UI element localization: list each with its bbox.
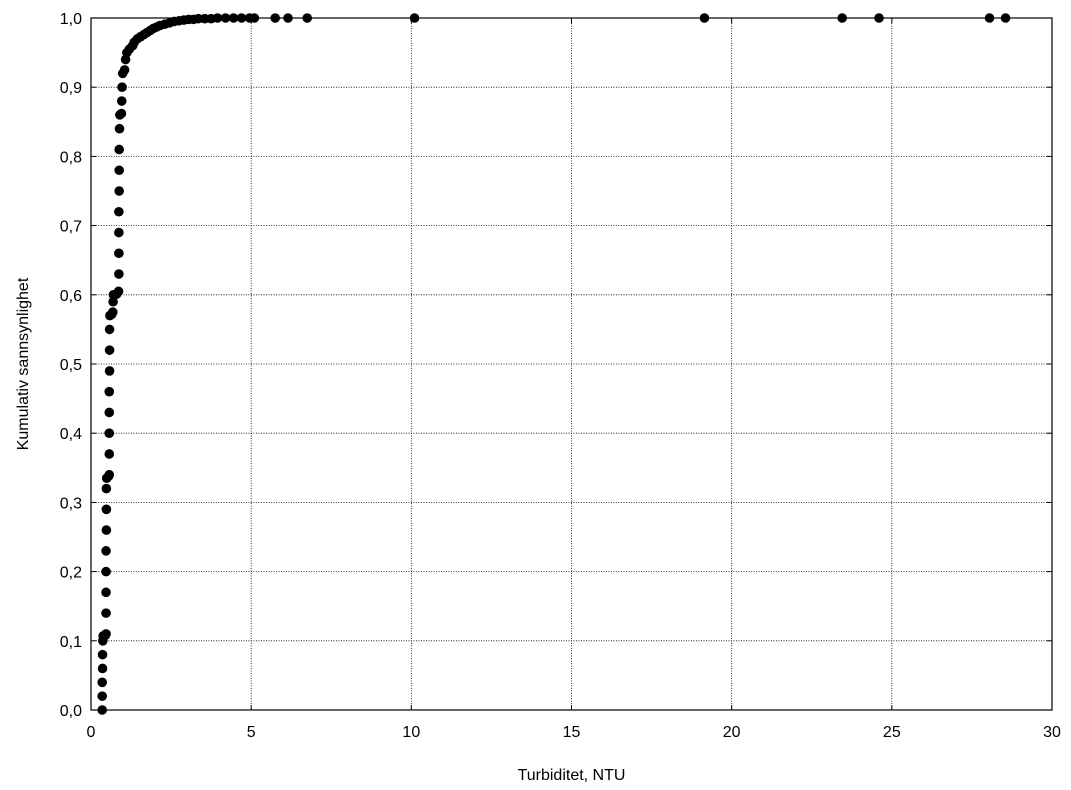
data-point — [302, 13, 313, 23]
data-point — [101, 546, 111, 556]
y-tick-label: 0,0 — [60, 703, 82, 720]
x-axis-title: Turbiditet, NTU — [518, 767, 626, 784]
x-tick-label: 5 — [247, 724, 256, 741]
x-tick-label: 20 — [723, 724, 741, 741]
data-point — [117, 82, 127, 92]
data-point — [104, 366, 115, 376]
data-point — [114, 144, 124, 155]
data-point — [114, 186, 124, 196]
x-axis-tick-labels: 0 5 10 15 20 25 30 — [87, 724, 1061, 741]
data-point — [984, 13, 995, 23]
data-point — [113, 286, 124, 297]
data-points — [97, 13, 1011, 715]
data-point — [114, 227, 124, 238]
data-point — [104, 449, 115, 459]
data-point — [104, 469, 115, 480]
data-point — [283, 13, 293, 23]
data-point — [837, 13, 847, 23]
data-point — [104, 345, 115, 355]
data-point — [101, 608, 111, 618]
data-point — [101, 525, 112, 535]
data-point — [220, 13, 231, 23]
data-point — [874, 13, 884, 23]
data-point — [116, 108, 127, 119]
data-point — [104, 324, 115, 335]
y-tick-label: 0,1 — [60, 634, 82, 651]
data-point — [249, 13, 260, 23]
y-tick-label: 0,2 — [60, 565, 82, 582]
data-point — [101, 629, 111, 639]
x-tick-label: 25 — [883, 724, 901, 741]
data-point — [97, 649, 108, 660]
y-tick-label: 0,8 — [60, 149, 82, 166]
data-point — [114, 248, 124, 259]
x-tick-label: 0 — [87, 724, 96, 741]
data-point — [104, 386, 115, 397]
x-tick-label: 30 — [1043, 724, 1061, 741]
data-point — [699, 13, 710, 23]
data-point — [104, 428, 115, 439]
grid-lines — [91, 18, 1052, 710]
data-point — [119, 65, 130, 75]
data-point — [114, 269, 124, 279]
data-point — [101, 504, 112, 515]
y-axis-tick-labels: 0,0 0,1 0,2 0,3 0,4 0,5 0,6 0,7 0,8 0,9 1,0 — [60, 11, 82, 720]
data-point — [114, 206, 124, 217]
y-tick-label: 0,3 — [60, 495, 82, 512]
y-tick-label: 1,0 — [60, 11, 82, 28]
data-point — [101, 483, 112, 494]
data-point — [116, 96, 127, 106]
y-tick-label: 0,6 — [60, 288, 82, 305]
data-point — [107, 307, 118, 317]
data-point — [104, 407, 115, 418]
data-point — [114, 165, 124, 176]
data-point — [97, 663, 108, 674]
data-point — [228, 13, 239, 23]
y-tick-label: 0,5 — [60, 357, 82, 374]
data-point — [97, 705, 108, 715]
data-point — [101, 566, 111, 577]
data-point — [236, 13, 247, 23]
y-tick-label: 0,9 — [60, 80, 82, 97]
data-point — [270, 13, 280, 23]
data-point — [409, 13, 420, 23]
data-point — [114, 123, 125, 134]
x-tick-label: 10 — [402, 724, 420, 741]
data-point — [97, 691, 108, 701]
data-point — [212, 13, 223, 23]
y-tick-label: 0,4 — [60, 426, 82, 443]
data-point — [108, 296, 118, 307]
data-point — [97, 677, 108, 688]
data-point — [101, 587, 111, 598]
data-point — [1000, 13, 1011, 23]
y-tick-label: 0,7 — [60, 219, 82, 236]
x-tick-label: 15 — [563, 724, 581, 741]
y-axis-title: Kumulativ sannsynlighet — [15, 277, 32, 450]
